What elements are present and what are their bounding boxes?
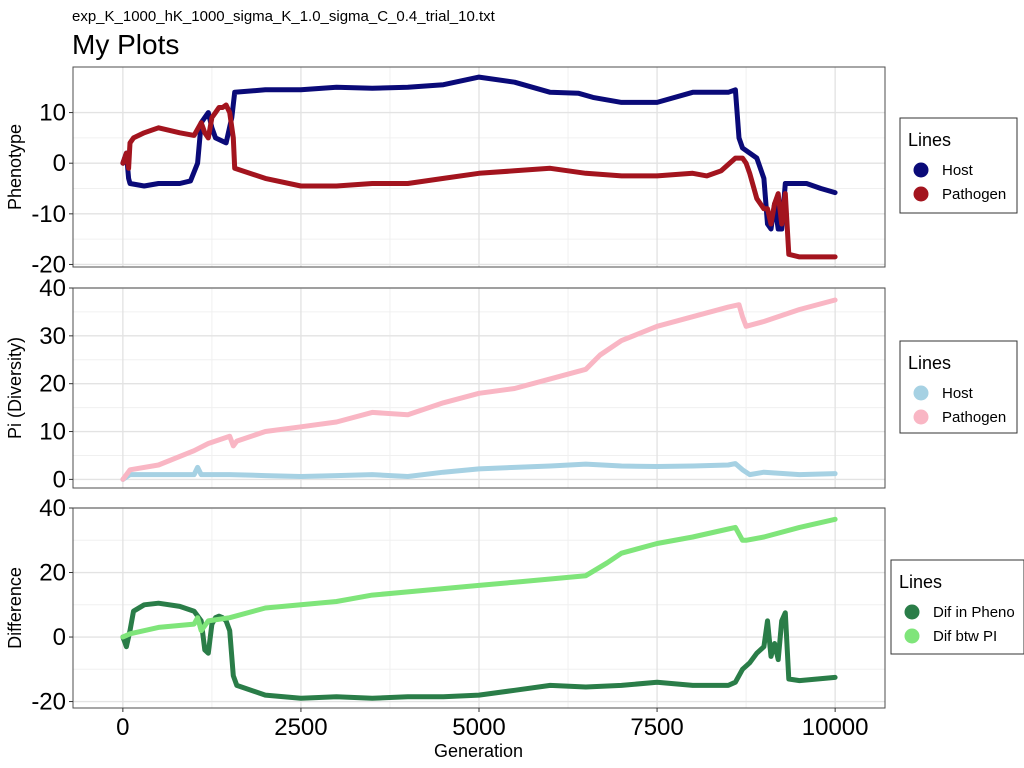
y-tick-label: -20: [31, 689, 66, 716]
legend-swatch: [904, 604, 920, 620]
y-tick-label: 40: [39, 495, 66, 522]
y-tick-label: 10: [39, 419, 66, 446]
legend-swatch: [904, 628, 920, 644]
legend-title: Lines: [908, 130, 951, 150]
y-tick-label: 20: [39, 560, 66, 587]
panel-border: [72, 66, 886, 268]
legend-swatch: [913, 186, 929, 202]
legend-label: Host: [942, 385, 974, 402]
y-tick-label: -20: [31, 251, 66, 278]
x-tick-label: 2500: [274, 714, 327, 741]
y-axis-label: Difference: [5, 567, 25, 649]
legend-swatch: [913, 385, 929, 401]
x-tick-label: 0: [116, 714, 129, 741]
y-axis-label: Pi (Diversity): [5, 337, 25, 439]
panel-3: 40 20 0 -20 Difference Lines Dif in Pheno Dif b…: [5, 495, 1024, 716]
plot-title: My Plots: [72, 29, 179, 60]
legend-label: Host: [942, 162, 974, 179]
y-tick-label: 40: [39, 275, 66, 302]
legend-label: Pathogen: [942, 409, 1006, 426]
y-tick-label: 20: [39, 371, 66, 398]
x-tick-label: 5000: [452, 714, 505, 741]
legend-swatch: [913, 162, 929, 178]
panel-border: [72, 287, 886, 489]
y-tick-label: 30: [39, 323, 66, 350]
series-line-host: [120, 461, 838, 482]
y-tick-label: 0: [53, 466, 66, 493]
y-tick-label: 0: [53, 150, 66, 177]
series-line-pathogen: [120, 297, 838, 482]
legend-label: Pathogen: [942, 186, 1006, 203]
y-axis-label: Phenotype: [5, 124, 25, 210]
series-line-pathogen: [120, 102, 838, 260]
panels: 10 0 -10 -20 Phenotype Lines Host Pathogen 40 30 2…: [5, 66, 1024, 741]
series-line-dif-btw-pi: [120, 516, 838, 640]
x-tick-label: 7500: [630, 714, 683, 741]
y-tick-label: 10: [39, 100, 66, 127]
legend-title: Lines: [899, 572, 942, 592]
x-tick-label: 10000: [802, 714, 869, 741]
panel-1: 10 0 -10 -20 Phenotype Lines Host Pathogen: [5, 66, 1018, 278]
legend-label: Dif btw PI: [933, 628, 997, 645]
legend-label: Dif in Pheno: [933, 604, 1015, 621]
legend-title: Lines: [908, 353, 951, 373]
plot-subtitle: exp_K_1000_hK_1000_sigma_K_1.0_sigma_C_0…: [72, 8, 496, 25]
legend-swatch: [913, 409, 929, 425]
x-axis-label: Generation: [434, 741, 523, 761]
y-tick-label: -10: [31, 201, 66, 228]
y-tick-label: 0: [53, 624, 66, 651]
panel-2: 40 30 20 10 0 Pi (Diversity) Lines Host Pathogen: [5, 275, 1018, 493]
